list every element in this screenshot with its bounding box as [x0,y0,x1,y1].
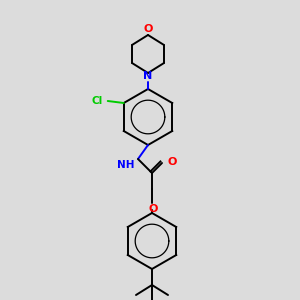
Text: O: O [148,204,158,214]
Text: Cl: Cl [92,96,103,106]
Text: O: O [167,157,176,167]
Text: N: N [143,71,153,81]
Text: NH: NH [118,160,135,170]
Text: O: O [143,24,153,34]
